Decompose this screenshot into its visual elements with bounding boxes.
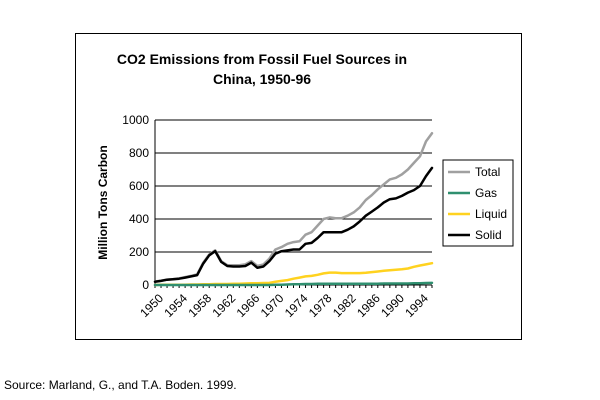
legend-label-liquid: Liquid: [475, 207, 507, 221]
chart-title-line: CO2 Emissions from Fossil Fuel Sources i…: [117, 51, 407, 67]
y-tick-label: 200: [129, 245, 149, 259]
chart-title-line: China, 1950-96: [213, 71, 311, 87]
x-tick-label: 1966: [234, 291, 263, 320]
x-tick-label: 1994: [402, 291, 431, 320]
x-tick-label: 1950: [137, 291, 166, 320]
series-line-total: [153, 131, 434, 283]
y-tick-label: 600: [129, 179, 149, 193]
y-tick-label: 1000: [122, 113, 149, 127]
x-tick-label: 1958: [185, 291, 214, 320]
x-tick-label: 1978: [306, 291, 335, 320]
series-line-gas: [153, 281, 434, 287]
x-tick-label: 1986: [354, 291, 383, 320]
x-tick-label: 1970: [258, 291, 287, 320]
legend-label-solid: Solid: [475, 228, 502, 242]
y-tick-label: 0: [142, 278, 149, 292]
x-tick-label: 1954: [161, 291, 190, 320]
legend-box: [442, 159, 514, 247]
line-chart: CO2 Emissions from Fossil Fuel Sources i…: [96, 51, 514, 320]
x-tick-label: 1962: [210, 291, 239, 320]
y-axis-label: Million Tons Carbon: [96, 145, 110, 259]
y-tick-label: 400: [129, 212, 149, 226]
chart-frame: CO2 Emissions from Fossil Fuel Sources i…: [75, 33, 522, 340]
legend-label-total: Total: [475, 165, 500, 179]
x-tick-label: 1974: [282, 291, 311, 320]
legend-label-gas: Gas: [475, 186, 497, 200]
x-tick-label: 1990: [378, 291, 407, 320]
y-tick-label: 800: [129, 146, 149, 160]
x-tick-label: 1982: [330, 291, 359, 320]
source-note: Source: Marland, G., and T.A. Boden. 199…: [4, 378, 237, 392]
series-line-solid: [153, 166, 434, 283]
